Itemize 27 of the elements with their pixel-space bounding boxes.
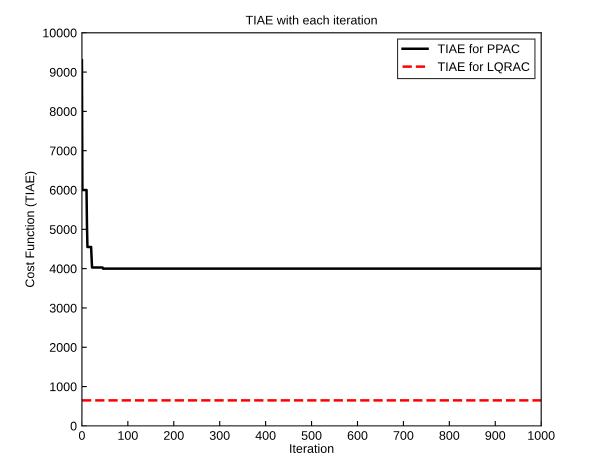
y-tick-label: 10000 bbox=[43, 28, 77, 38]
y-tick-label: 5000 bbox=[50, 225, 77, 234]
y-tick-label: 1000 bbox=[50, 382, 77, 392]
legend-label: TIAE for PPAC bbox=[438, 44, 520, 54]
legend-label: TIAE for LQRAC bbox=[438, 62, 530, 74]
x-tick-label: 700 bbox=[394, 431, 414, 440]
y-tick-label: 0 bbox=[70, 422, 77, 431]
y-tick-label: 2000 bbox=[50, 343, 77, 352]
x-tick-label: 600 bbox=[348, 431, 368, 440]
x-tick-label: 800 bbox=[439, 431, 460, 440]
x-tick-label: 500 bbox=[302, 431, 322, 440]
x-tick-label: 300 bbox=[210, 431, 230, 440]
y-tick-label: 8000 bbox=[50, 107, 77, 116]
x-tick-label: 200 bbox=[164, 431, 184, 440]
y-tick-label: 3000 bbox=[50, 304, 77, 313]
y-tick-label: 9000 bbox=[50, 68, 77, 77]
y-tick-label: 7000 bbox=[50, 146, 77, 156]
y-tick-label: 4000 bbox=[50, 264, 77, 274]
x-tick-label: 1000 bbox=[528, 431, 555, 440]
chart-title: TIAE with each iteration bbox=[246, 15, 377, 25]
x-tick-label: 900 bbox=[485, 431, 506, 440]
x-tick-label: 400 bbox=[255, 431, 276, 440]
x-tick-label: 0 bbox=[78, 431, 85, 440]
y-tick-label: 6000 bbox=[50, 186, 77, 195]
x-axis-title: Iteration bbox=[290, 444, 334, 453]
x-tick-label: 100 bbox=[118, 431, 138, 440]
y-axis-title: Cost Function (TIAE) bbox=[25, 172, 37, 288]
